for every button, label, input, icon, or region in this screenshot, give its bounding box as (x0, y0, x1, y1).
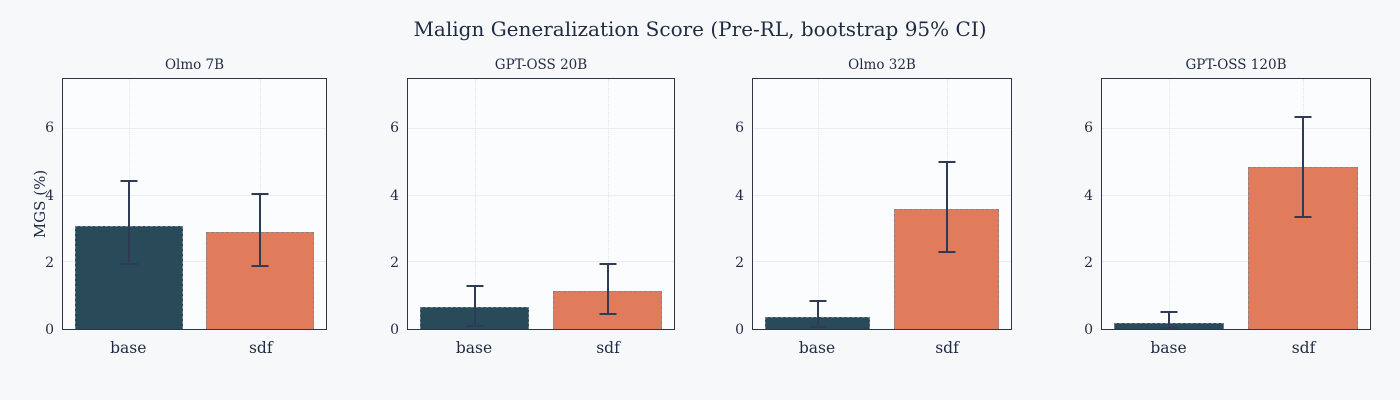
y-tick-label: 2 (45, 254, 54, 271)
y-tick-label: 6 (1084, 120, 1093, 137)
y-tick-label: 6 (45, 120, 54, 137)
error-bar-sdf (945, 162, 948, 253)
y-tick-label: 4 (1084, 187, 1093, 204)
error-bar-sdf (606, 264, 609, 314)
y-tick-label: 0 (1084, 322, 1093, 338)
error-cap-high-sdf (1294, 116, 1312, 119)
gridline-horizontal (753, 128, 1011, 129)
error-cap-low-base (1160, 327, 1178, 330)
subplot-olmo-7b: Olmo 7B 0 2 4 6 base sdf (45, 57, 327, 357)
x-tick-label-sdf: sdf (1291, 339, 1316, 357)
x-tick-label-base: base (1150, 339, 1187, 357)
subplot-title: GPT-OSS 20B (494, 57, 588, 73)
error-cap-low-sdf (1294, 216, 1312, 219)
y-tick-label: 4 (45, 187, 54, 204)
error-cap-high-base (120, 179, 138, 182)
gridline-horizontal (753, 261, 1011, 263)
gridline-horizontal (408, 261, 674, 263)
y-tick-label: 6 (390, 120, 399, 137)
error-cap-high-sdf (938, 161, 955, 164)
subplot-gpt-oss-120b: GPT-OSS 120B 0 2 4 6 base sdf (1084, 57, 1371, 357)
y-tick-label: 0 (45, 322, 54, 338)
subplot-olmo-32b: Olmo 32B 0 2 4 6 base sdf (735, 57, 1012, 357)
gridline-horizontal (1102, 194, 1370, 196)
error-bar-base (473, 285, 476, 326)
error-cap-low-base (120, 263, 138, 265)
error-cap-low-base (466, 324, 483, 327)
x-tick-label-base: base (798, 339, 836, 357)
gridline-vertical (607, 79, 609, 329)
chart-title: Malign Generalization Score (Pre-RL, boo… (413, 17, 987, 41)
plot-area (407, 78, 675, 330)
y-tick-label: 0 (735, 322, 744, 338)
error-bar-sdf (259, 194, 262, 266)
x-tick-label-sdf: sdf (248, 339, 273, 357)
y-tick-label: 2 (390, 254, 399, 271)
subplot-gpt-oss-20b: GPT-OSS 20B 0 2 4 6 base sdf (390, 57, 675, 357)
gridline-horizontal (408, 194, 674, 196)
y-tick-label: 4 (390, 187, 399, 204)
error-cap-low-sdf (599, 313, 616, 315)
gridline-vertical (817, 79, 819, 329)
error-cap-low-sdf (938, 251, 955, 254)
gridline-horizontal (1102, 128, 1370, 129)
y-tick-label: 0 (390, 322, 399, 338)
error-cap-high-base (809, 299, 826, 302)
x-tick-label-base: base (455, 339, 493, 357)
error-bar-base (1168, 312, 1170, 329)
y-tick-label: 4 (735, 187, 744, 204)
x-tick-label-sdf: sdf (935, 339, 959, 357)
x-tick-label-sdf: sdf (596, 339, 620, 357)
subplot-title: GPT-OSS 120B (1185, 57, 1287, 73)
x-tick-label-base: base (110, 339, 147, 357)
plot-area (62, 78, 327, 330)
subplot-title: Olmo 32B (848, 57, 916, 73)
error-bar-base (816, 300, 819, 328)
gridline-horizontal (63, 194, 326, 196)
subplot-title: Olmo 7B (164, 57, 225, 73)
error-cap-high-base (1160, 311, 1178, 314)
gridline-horizontal (63, 261, 326, 263)
gridline-horizontal (408, 128, 674, 129)
gridline-horizontal (1102, 261, 1370, 263)
error-cap-high-sdf (251, 193, 269, 195)
gridline-vertical (1169, 79, 1170, 329)
gridline-horizontal (63, 128, 326, 129)
gridline-horizontal (753, 194, 1011, 196)
gridline-vertical (474, 79, 476, 329)
error-cap-low-sdf (251, 264, 269, 267)
plot-area (1101, 78, 1371, 330)
error-bar-base (127, 180, 130, 264)
error-cap-high-base (466, 284, 483, 287)
error-bar-sdf (1302, 117, 1304, 218)
error-cap-high-sdf (599, 263, 616, 265)
y-tick-label: 2 (735, 254, 744, 271)
y-tick-label: 2 (1084, 254, 1093, 271)
plot-area (752, 78, 1012, 330)
error-cap-low-base (809, 326, 826, 329)
y-tick-label: 6 (735, 120, 744, 137)
